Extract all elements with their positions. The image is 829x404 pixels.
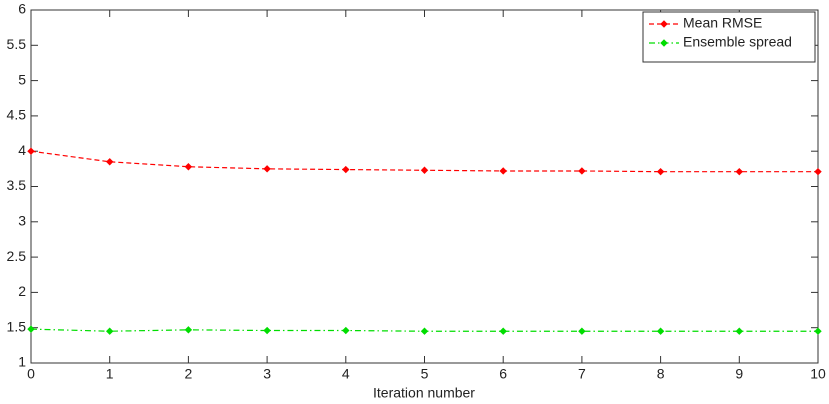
x-axis-label: Iteration number — [373, 385, 475, 401]
data-point — [499, 327, 507, 335]
x-tick-label: 3 — [263, 366, 271, 382]
y-tick-label: 1 — [18, 354, 26, 370]
data-point — [814, 327, 822, 335]
data-point — [499, 167, 507, 175]
x-tick-label: 10 — [810, 366, 826, 382]
x-tick-label: 4 — [342, 366, 350, 382]
y-tick-label: 4.5 — [7, 107, 27, 123]
legend-marker — [660, 39, 668, 47]
data-point — [420, 166, 429, 174]
y-tick-label: 1.5 — [7, 318, 27, 334]
legend-label: Ensemble spread — [683, 34, 792, 50]
y-tick-label: 6 — [18, 1, 26, 17]
x-tick-label: 0 — [27, 366, 35, 382]
data-point — [105, 158, 114, 166]
data-point — [578, 327, 586, 335]
y-tick-label: 2.5 — [7, 248, 27, 264]
data-point — [656, 327, 665, 335]
data-point — [184, 326, 193, 334]
y-tick-label: 3.5 — [7, 177, 27, 193]
x-tick-label: 8 — [657, 366, 665, 382]
data-point — [27, 325, 35, 333]
data-point — [656, 167, 665, 176]
plot-frame — [30, 9, 819, 364]
data-point — [184, 163, 193, 171]
legend-label: Mean RMSE — [683, 15, 762, 31]
y-tick-label: 5 — [18, 71, 26, 87]
data-point — [263, 326, 271, 335]
legend-marker — [660, 20, 668, 28]
x-tick-label: 2 — [185, 366, 193, 382]
x-tick-label: 6 — [499, 366, 507, 382]
data-point — [578, 167, 586, 175]
data-point — [27, 147, 35, 155]
data-point — [342, 326, 350, 335]
x-tick-label: 1 — [106, 366, 114, 382]
y-tick-label: 2 — [18, 283, 26, 299]
data-point — [735, 327, 744, 335]
data-point — [420, 327, 429, 335]
legend-box — [642, 11, 816, 63]
y-tick-label: 3 — [18, 213, 26, 229]
data-point — [342, 165, 350, 174]
data-point — [814, 167, 822, 176]
x-tick-label: 7 — [578, 366, 586, 382]
y-tick-label: 4 — [18, 142, 26, 158]
x-tick-label: 9 — [735, 366, 743, 382]
data-point — [263, 165, 271, 173]
data-point — [105, 327, 114, 335]
x-tick-label: 5 — [421, 366, 429, 382]
data-point — [735, 167, 744, 176]
y-tick-label: 5.5 — [7, 36, 27, 52]
